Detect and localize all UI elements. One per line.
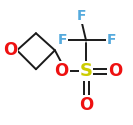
Text: O: O (108, 62, 122, 80)
Text: S: S (80, 62, 93, 80)
Text: O: O (79, 96, 93, 114)
Text: O: O (3, 41, 17, 59)
Text: O: O (55, 62, 69, 80)
Text: F: F (76, 9, 86, 23)
Text: F: F (107, 34, 117, 48)
Text: F: F (58, 34, 68, 48)
